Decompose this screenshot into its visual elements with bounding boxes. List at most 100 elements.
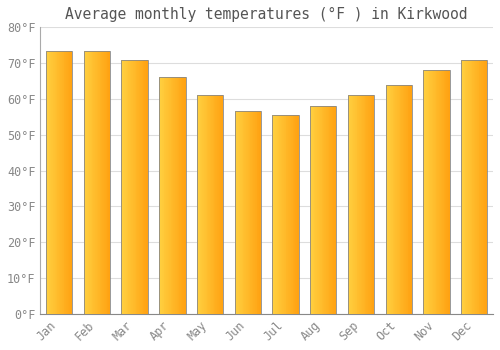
Bar xyxy=(462,60,464,314)
Bar xyxy=(128,60,130,314)
Bar xyxy=(362,95,363,314)
Bar xyxy=(394,85,395,314)
Bar xyxy=(272,115,273,314)
Bar xyxy=(53,51,54,314)
Bar xyxy=(256,112,258,314)
Bar xyxy=(211,95,212,314)
Bar xyxy=(198,95,200,314)
Bar xyxy=(352,95,353,314)
Bar xyxy=(140,60,141,314)
Bar xyxy=(55,51,56,314)
Bar xyxy=(168,77,169,314)
Bar xyxy=(183,77,184,314)
Bar xyxy=(69,51,70,314)
Bar xyxy=(386,85,388,314)
Bar xyxy=(466,60,467,314)
Bar xyxy=(84,51,86,314)
Bar xyxy=(484,60,485,314)
Bar xyxy=(177,77,178,314)
Bar xyxy=(312,106,314,314)
Bar xyxy=(330,106,331,314)
Bar xyxy=(125,60,126,314)
Bar xyxy=(174,77,175,314)
Bar xyxy=(410,85,411,314)
Bar xyxy=(364,95,366,314)
Bar xyxy=(147,60,148,314)
Bar xyxy=(208,95,209,314)
Bar xyxy=(181,77,182,314)
Bar xyxy=(94,51,95,314)
Bar xyxy=(350,95,352,314)
Bar xyxy=(132,60,133,314)
Bar xyxy=(411,85,412,314)
Bar xyxy=(197,95,198,314)
Bar xyxy=(292,115,294,314)
Bar xyxy=(390,85,391,314)
Bar xyxy=(358,95,359,314)
Bar xyxy=(239,112,240,314)
Bar xyxy=(134,60,136,314)
Bar xyxy=(325,106,326,314)
Bar xyxy=(296,115,297,314)
Bar xyxy=(468,60,469,314)
Bar xyxy=(391,85,392,314)
Bar xyxy=(214,95,216,314)
Bar xyxy=(332,106,333,314)
Bar xyxy=(136,60,138,314)
Bar xyxy=(281,115,282,314)
Bar xyxy=(184,77,186,314)
Bar xyxy=(108,51,109,314)
Bar xyxy=(252,112,253,314)
Bar xyxy=(274,115,275,314)
Bar xyxy=(368,95,369,314)
Bar xyxy=(311,106,312,314)
Bar xyxy=(286,115,288,314)
Bar xyxy=(318,106,319,314)
Bar xyxy=(51,51,52,314)
Bar xyxy=(297,115,298,314)
Bar xyxy=(474,60,475,314)
Bar xyxy=(109,51,110,314)
Bar xyxy=(169,77,170,314)
Bar xyxy=(386,85,412,314)
Bar xyxy=(348,95,374,314)
Bar xyxy=(218,95,219,314)
Bar xyxy=(363,95,364,314)
Bar xyxy=(442,70,444,314)
Bar xyxy=(290,115,291,314)
Bar xyxy=(216,95,217,314)
Bar xyxy=(167,77,168,314)
Bar xyxy=(145,60,146,314)
Bar xyxy=(142,60,144,314)
Bar xyxy=(62,51,64,314)
Bar xyxy=(436,70,438,314)
Bar xyxy=(141,60,142,314)
Bar xyxy=(58,51,59,314)
Bar xyxy=(314,106,316,314)
Bar xyxy=(428,70,430,314)
Bar xyxy=(424,70,450,314)
Bar xyxy=(432,70,433,314)
Bar xyxy=(370,95,372,314)
Bar xyxy=(210,95,211,314)
Bar xyxy=(64,51,66,314)
Bar xyxy=(100,51,102,314)
Bar xyxy=(361,95,362,314)
Bar xyxy=(480,60,481,314)
Bar xyxy=(369,95,370,314)
Bar xyxy=(426,70,427,314)
Bar xyxy=(50,51,51,314)
Bar xyxy=(202,95,203,314)
Bar xyxy=(433,70,434,314)
Bar xyxy=(310,106,336,314)
Bar xyxy=(278,115,280,314)
Bar xyxy=(485,60,486,314)
Bar xyxy=(253,112,254,314)
Bar xyxy=(424,70,425,314)
Bar xyxy=(372,95,374,314)
Bar xyxy=(250,112,252,314)
Bar xyxy=(310,106,311,314)
Bar xyxy=(54,51,55,314)
Bar xyxy=(467,60,468,314)
Bar xyxy=(144,60,145,314)
